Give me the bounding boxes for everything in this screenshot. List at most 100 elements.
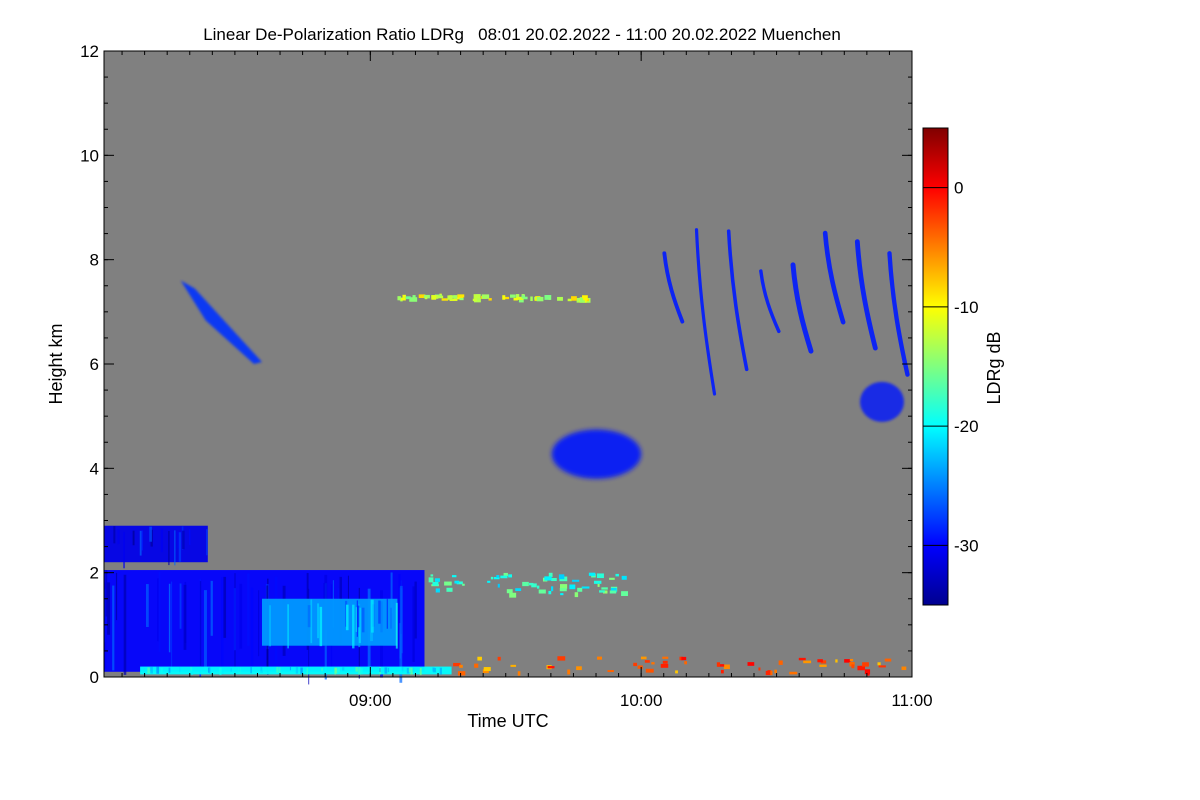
speckle <box>596 573 604 579</box>
texture-strip <box>238 667 241 672</box>
speckle <box>402 294 406 298</box>
speckle <box>536 585 540 589</box>
speckle <box>530 296 533 302</box>
speckle <box>866 671 870 676</box>
speckle <box>473 294 481 299</box>
speckle <box>424 296 428 300</box>
speckle <box>409 297 418 302</box>
texture-strip <box>260 667 263 673</box>
speckle <box>851 664 855 669</box>
speckle <box>560 593 564 596</box>
speckle <box>884 658 892 662</box>
speckle <box>770 670 773 676</box>
speckle <box>451 575 457 578</box>
texture-strip <box>289 666 292 671</box>
speckle <box>515 294 520 299</box>
texture-strip <box>412 667 415 673</box>
speckle <box>521 294 526 299</box>
speckle <box>717 664 725 667</box>
speckle <box>609 577 615 580</box>
region-fill <box>104 525 208 563</box>
data-layer <box>104 228 910 685</box>
texture-strip <box>432 667 435 672</box>
speckle <box>747 662 755 666</box>
colorbar-tick-label: -30 <box>954 536 979 555</box>
speckle <box>559 584 568 589</box>
speckle <box>878 665 886 668</box>
texture-strip <box>117 529 120 545</box>
speckle <box>547 666 555 669</box>
texture-strip <box>380 601 383 633</box>
y-tick-label: 6 <box>90 355 99 374</box>
speckle <box>571 296 577 301</box>
texture-strip <box>190 666 192 672</box>
texture-strip <box>317 603 320 639</box>
speckle <box>569 584 576 590</box>
speckle <box>430 574 434 577</box>
texture-strip <box>223 576 227 638</box>
speckle <box>428 577 434 583</box>
speckle <box>849 661 855 667</box>
speckle <box>849 658 854 662</box>
speckle <box>412 295 416 300</box>
texture-strip <box>345 604 349 631</box>
texture-strip <box>306 667 308 675</box>
texture-strip <box>160 528 163 553</box>
y-tick-label: 2 <box>90 564 99 583</box>
speckle <box>518 297 524 303</box>
speckle <box>481 294 490 299</box>
speckle <box>640 656 647 660</box>
speckle <box>844 659 851 663</box>
texture-strip <box>408 667 412 673</box>
texture-strip <box>360 668 363 675</box>
speckle <box>633 662 638 667</box>
speckle <box>444 581 452 586</box>
region-fill <box>261 598 398 646</box>
texture-strip <box>334 667 336 675</box>
speckle <box>857 665 866 671</box>
speckle <box>459 664 463 668</box>
texture-strip <box>321 668 323 672</box>
speckle <box>459 297 464 301</box>
colorbar-tick-label: -10 <box>954 298 979 317</box>
colorbar <box>922 127 949 606</box>
speckle <box>516 296 524 300</box>
texture-strip <box>336 667 339 674</box>
texture-strip <box>148 667 151 673</box>
x-axis: 09:00 10:00 11:00 <box>121 51 933 710</box>
speckle <box>496 575 500 578</box>
y-tick-label: 4 <box>90 459 99 478</box>
speckle <box>544 576 552 581</box>
speckle <box>399 297 406 301</box>
texture-strip <box>221 577 224 675</box>
cloud-blob <box>551 429 642 479</box>
texture-strip <box>104 582 107 669</box>
speckle <box>454 580 460 584</box>
region-thin-layer-7km <box>397 293 591 303</box>
fall-streak <box>854 239 878 351</box>
texture-strip <box>269 605 271 647</box>
speckle <box>453 295 458 299</box>
texture-strip <box>352 604 355 649</box>
fall-streak <box>822 230 846 325</box>
texture-strip <box>406 667 410 674</box>
fall-streak <box>694 228 717 396</box>
speckle <box>559 588 567 592</box>
texture-strip <box>141 530 144 551</box>
speckle <box>662 656 669 659</box>
speckle <box>531 583 537 588</box>
speckle <box>503 296 510 300</box>
texture-strip <box>390 607 392 629</box>
texture-strip <box>319 606 323 647</box>
speckle <box>500 575 508 579</box>
speckle <box>574 592 579 598</box>
texture-strip <box>395 602 398 649</box>
texture-strip <box>233 588 236 651</box>
speckle <box>637 665 643 669</box>
region-boundary-layer-base <box>140 666 452 676</box>
x-tick-label: 11:00 <box>891 691 932 710</box>
texture-strip <box>156 666 160 674</box>
texture-strip <box>310 599 313 644</box>
speckle <box>432 581 439 586</box>
speckle <box>835 659 838 663</box>
